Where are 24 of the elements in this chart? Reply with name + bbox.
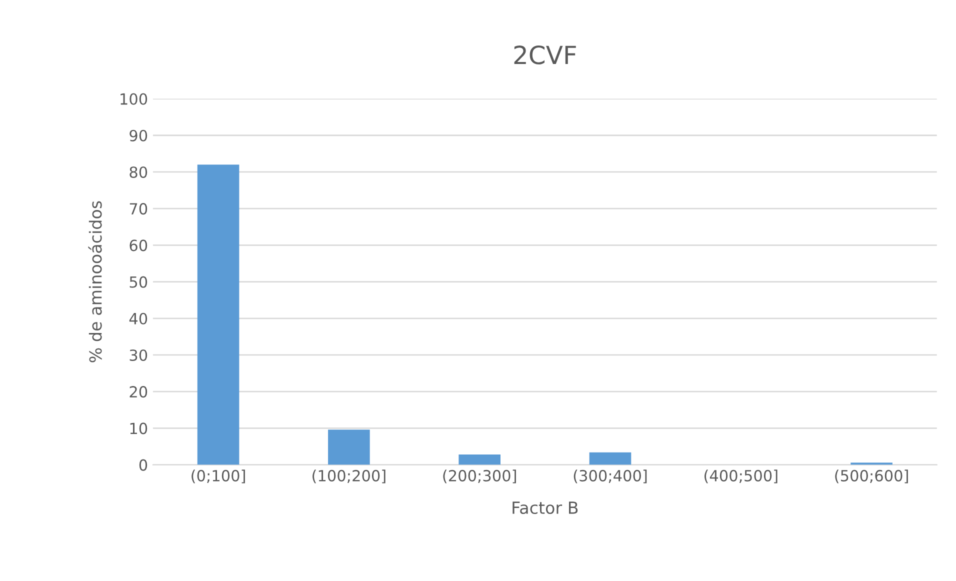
y-tick-label: 0 bbox=[139, 459, 148, 471]
x-tick-label: (100;200] bbox=[312, 470, 386, 484]
y-axis-title: % de aminooácidos bbox=[88, 201, 102, 362]
x-tick-label: (400;500] bbox=[704, 470, 778, 484]
y-tick-label: 90 bbox=[130, 130, 148, 142]
chart-title: 2CVF bbox=[514, 45, 576, 64]
bar bbox=[589, 452, 632, 465]
y-tick-label: 20 bbox=[130, 386, 148, 398]
y-tick-label: 80 bbox=[130, 166, 148, 178]
y-tick-label: 30 bbox=[130, 349, 148, 362]
bar bbox=[197, 164, 240, 465]
x-tick-label: (0;100] bbox=[192, 470, 245, 484]
y-tick-label: 40 bbox=[129, 312, 148, 324]
y-tick-label: 10 bbox=[130, 422, 148, 434]
y-tick-label: 60 bbox=[130, 240, 148, 252]
x-tick-label: (200;300] bbox=[443, 470, 516, 484]
x-tick-label: (300;400] bbox=[574, 470, 647, 484]
y-tick-label: 50 bbox=[130, 276, 148, 288]
bar bbox=[328, 430, 370, 465]
x-tick-label: (500;600] bbox=[835, 470, 908, 484]
y-tick-label: 100 bbox=[120, 93, 148, 105]
bar bbox=[458, 454, 500, 465]
x-axis-title: Factor B bbox=[512, 502, 578, 514]
y-tick-label: 70 bbox=[130, 203, 148, 215]
